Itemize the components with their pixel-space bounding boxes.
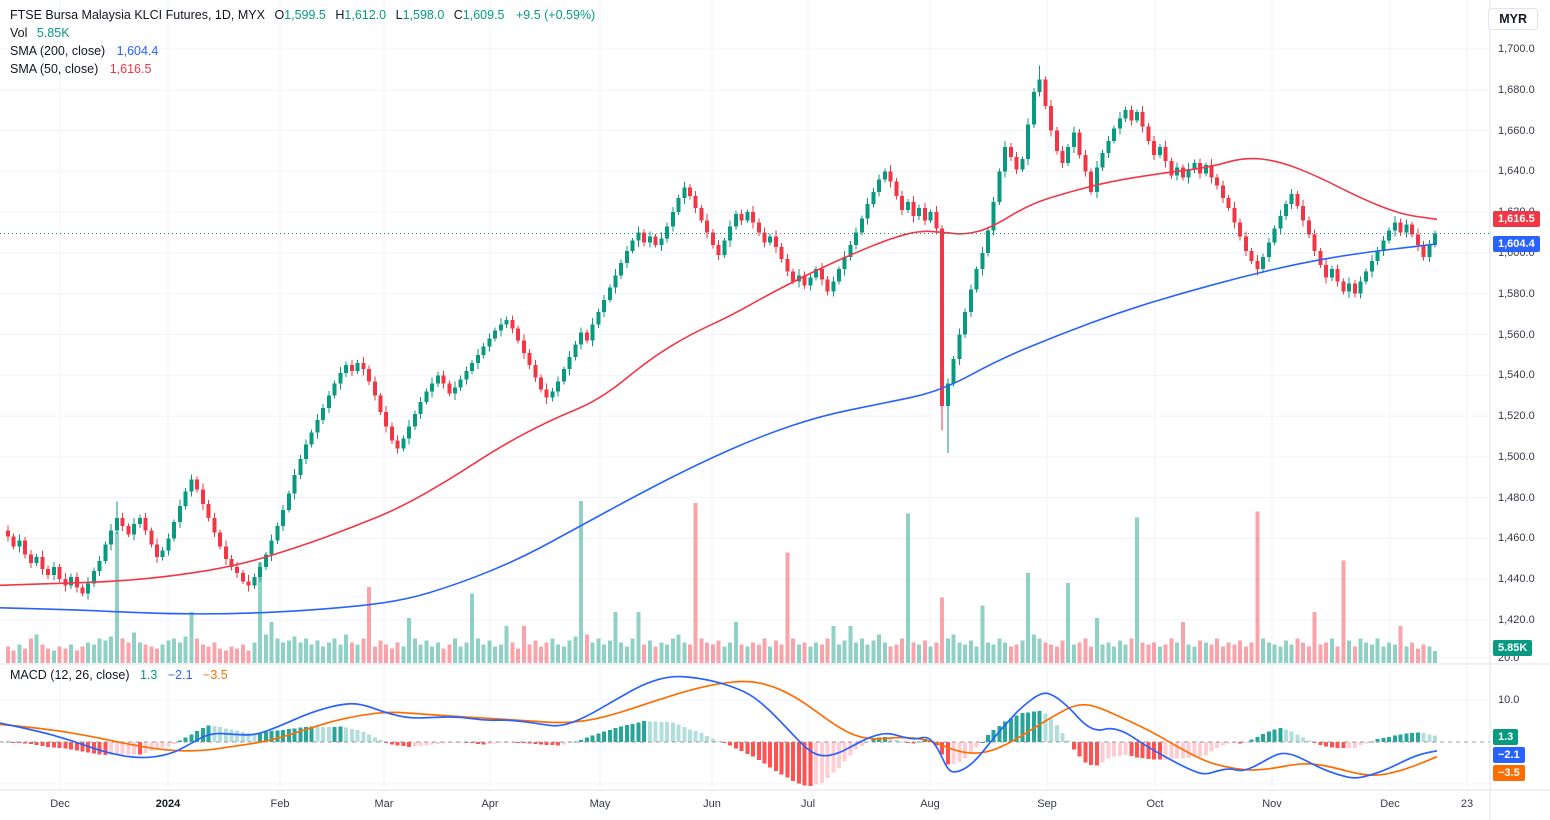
- macd-line-value: −2.1: [167, 668, 193, 682]
- price-axis-label: 1,540.0: [1498, 369, 1535, 382]
- macd-hist-value: 1.3: [139, 668, 158, 682]
- macd-axis-badge: −2.1: [1493, 747, 1525, 763]
- time-axis-label: Feb: [270, 798, 290, 810]
- sma50-label: SMA (50, close): [10, 62, 99, 76]
- symbol-title: FTSE Bursa Malaysia KLCI Futures, 1D, MY…: [10, 8, 265, 22]
- ohlc-close: C1,609.5: [453, 8, 505, 22]
- volume-value: 5.85K: [36, 26, 70, 40]
- price-axis-label: 1,460.0: [1498, 532, 1535, 545]
- volume-label: Vol: [10, 26, 28, 40]
- price-axis-label: 1,580.0: [1498, 287, 1535, 300]
- price-axis-badge: 1,616.5: [1493, 211, 1540, 228]
- price-axis-label: 1,500.0: [1498, 450, 1535, 463]
- time-axis-label: Jul: [800, 798, 816, 810]
- macd-signal-line: [0, 680, 1438, 776]
- price-axis-label: 1,560.0: [1498, 328, 1535, 341]
- currency-button[interactable]: MYR: [1488, 8, 1538, 30]
- sma200-row: SMA (200, close) 1,604.4: [10, 42, 595, 60]
- time-axis-label: 2024: [155, 798, 181, 810]
- sma50-line: [0, 157, 1438, 587]
- macd-axis-badge: −3.5: [1493, 765, 1525, 781]
- price-axis-label: 1,520.0: [1498, 410, 1535, 423]
- time-axis-label: Oct: [1146, 798, 1164, 810]
- macd-main-line: [0, 675, 1438, 779]
- sma50-value: 1,616.5: [109, 62, 152, 76]
- volume-row: Vol 5.85K: [10, 24, 595, 42]
- ohlc-open: O1,599.5: [274, 8, 326, 22]
- macd-legend: MACD (12, 26, close) 1.3 −2.1 −3.5: [10, 668, 228, 682]
- volume-badge: 5.85K: [1493, 640, 1533, 656]
- volume-bars: [6, 501, 1438, 663]
- time-axis-label: Jun: [703, 798, 721, 810]
- symbol-row: FTSE Bursa Malaysia KLCI Futures, 1D, MY…: [10, 6, 595, 24]
- price-axis-label: 1,660.0: [1498, 124, 1535, 137]
- price-axis-label: 1,680.0: [1498, 83, 1535, 96]
- time-axis-label: 23: [1460, 798, 1474, 810]
- chart-legend: FTSE Bursa Malaysia KLCI Futures, 1D, MY…: [10, 6, 595, 78]
- sma50-row: SMA (50, close) 1,616.5: [10, 60, 595, 78]
- time-axis-label: Aug: [920, 798, 940, 810]
- candles: [6, 65, 1438, 600]
- macd-legend-title: MACD (12, 26, close): [10, 668, 130, 682]
- macd-signal-value: −3.5: [203, 668, 228, 682]
- sma200-value: 1,604.4: [116, 44, 159, 58]
- change-value: +9.5 (+0.59%): [516, 8, 596, 22]
- time-axis-label: Nov: [1262, 798, 1282, 810]
- sma200-line: [0, 243, 1438, 615]
- macd-axis-label: 10.0: [1498, 694, 1520, 706]
- price-axis-badge: 1,604.4: [1493, 235, 1540, 252]
- time-axis-label: May: [589, 798, 611, 810]
- sma200-label: SMA (200, close): [10, 44, 106, 58]
- time-axis-label: Dec: [1380, 798, 1400, 810]
- price-axis-label: 1,440.0: [1498, 573, 1535, 586]
- ohlc-high: H1,612.0: [335, 8, 387, 22]
- time-axis-label: Apr: [481, 798, 499, 810]
- price-axis-label: 1,480.0: [1498, 491, 1535, 504]
- price-axis-label: 1,420.0: [1498, 614, 1535, 626]
- price-axis-label: 1,640.0: [1498, 165, 1535, 178]
- price-axis-label: 1,700.0: [1498, 43, 1535, 55]
- ohlc-low: L1,598.0: [395, 8, 445, 22]
- time-axis-label: Dec: [50, 798, 70, 810]
- macd-histogram: [6, 710, 1438, 787]
- time-axis-label: Sep: [1037, 798, 1057, 810]
- time-axis-label: Mar: [374, 798, 394, 810]
- macd-axis-badge: 1.3: [1493, 729, 1519, 745]
